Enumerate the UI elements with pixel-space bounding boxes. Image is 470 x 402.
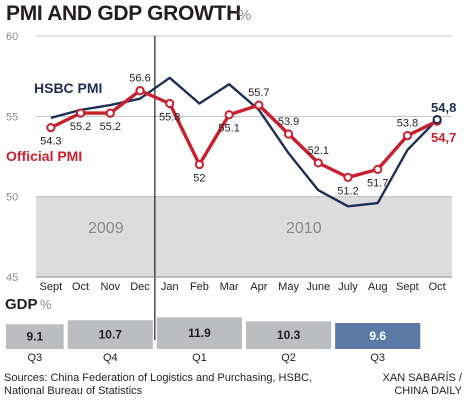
data-point-official (75, 108, 86, 118)
chart-title-unit: % (238, 7, 251, 24)
data-point-official (373, 164, 383, 174)
data-label-official: 52 (193, 173, 205, 185)
year-label-2009: 2009 (88, 220, 124, 237)
gdp-title: GDP (5, 296, 38, 313)
x-tick-label: Aug (368, 281, 388, 293)
credit-line-1: XAN SABARÍS / (382, 372, 462, 384)
y-axis-ticks: 45 50 55 60 (6, 31, 18, 284)
gdp-value-label: 9.6 (369, 329, 386, 343)
data-point-official (283, 129, 294, 139)
data-label-official: 52.1 (308, 145, 329, 157)
gdp-value-label: 10.7 (99, 328, 123, 342)
x-tick-label: June (306, 281, 330, 293)
data-point-official (224, 110, 234, 120)
gdp-value-label: 10.3 (277, 328, 301, 342)
data-label-official: 54.3 (40, 136, 61, 148)
x-axis-ticks: Sept Oct Nov Dec Jan Feb Mar Apr May June July Aug S… (40, 281, 446, 293)
data-point-official (135, 86, 145, 96)
data-point-official (254, 100, 264, 110)
end-label-official-pmi: 54,7 (431, 130, 456, 145)
y-tick-label: 55 (6, 111, 18, 123)
data-label-official: 55.8 (159, 111, 180, 123)
background-band (36, 196, 452, 277)
x-tick-label: July (338, 281, 358, 293)
data-point-official (313, 158, 323, 168)
series-points-official-pmi (46, 86, 442, 182)
series-line-official-pmi (50, 88, 438, 180)
data-point-official (105, 108, 115, 118)
gdp-bar (246, 321, 332, 349)
x-tick-label: Nov (101, 281, 121, 293)
data-label-official: 56.6 (129, 73, 150, 85)
data-label-official: 51.7 (367, 177, 388, 189)
series-labels-official-pmi: 54.3 55.2 55.2 56.6 55.8 52 55.1 55.7 53.9 52.1 51… (40, 73, 418, 198)
data-point-official (194, 159, 205, 170)
data-label-official: 53.9 (278, 116, 299, 128)
data-label-official: 55.1 (218, 123, 239, 135)
data-label-official: 55.7 (248, 87, 269, 99)
data-point-official (46, 122, 56, 133)
credit: XAN SABARÍS / CHINA DAILY (342, 372, 462, 398)
gdp-bar (67, 320, 153, 349)
data-label-official: 51.2 (337, 185, 358, 197)
data-point-official (343, 172, 353, 182)
end-label-hsbc-pmi: 54,8 (431, 100, 456, 115)
gdp-value-label: 9.1 (27, 330, 44, 344)
series-line-hsbc-pmi (50, 76, 438, 208)
gdp-bar (335, 323, 421, 349)
year-label-2010: 2010 (286, 220, 322, 237)
gdp-bar (6, 324, 64, 349)
data-point-official (402, 131, 413, 141)
gdp-quarter-label: Q3 (370, 352, 385, 364)
gdp-unit: % (40, 297, 52, 312)
data-label-official: 53.8 (397, 118, 418, 130)
data-point-official (165, 98, 175, 109)
legend-hsbc-pmi: HSBC PMI (34, 80, 102, 96)
y-tick-label: 60 (6, 31, 18, 43)
pmi-plot-area: 45 50 55 60 Sept Oct Nov Dec Jan Feb Mar Apr May Jun… (6, 31, 456, 340)
data-point-hsbc (432, 114, 442, 125)
y-gridlines (36, 35, 452, 198)
x-tick-label: Sept (396, 281, 419, 293)
source-note: Sources: China Federation of Logistics a… (4, 372, 313, 397)
data-label-official: 55.2 (100, 121, 121, 133)
gdp-quarter-label: Q4 (103, 352, 118, 364)
legend-official-pmi: Official PMI (6, 148, 82, 164)
y-tick-label: 50 (6, 192, 18, 204)
gdp-bar (156, 317, 242, 349)
x-tick-label: Apr (250, 281, 267, 293)
gdp-quarter-label: Q3 (28, 352, 43, 364)
x-tick-label: Jan (161, 281, 179, 293)
data-label-official: 55.2 (70, 121, 91, 133)
x-tick-label: Dec (130, 281, 150, 293)
x-tick-label: Sept (40, 281, 63, 293)
x-tick-label: Oct (429, 281, 446, 293)
y-tick-label: 45 (6, 272, 18, 284)
x-tick-label: Feb (190, 281, 209, 293)
x-tick-label: Mar (220, 281, 239, 293)
gdp-value-label: 11.9 (188, 326, 211, 340)
credit-line-2: CHINA DAILY (394, 385, 462, 397)
chart-title: PMI AND GDP GROWTH (6, 2, 241, 25)
x-tick-label: Oct (72, 281, 89, 293)
gdp-bars: 9.1 Q3 10.7 Q4 11.9 Q1 10.3 Q2 9.6 Q3 (6, 317, 421, 364)
gdp-quarter-label: Q1 (192, 352, 207, 364)
gdp-quarter-label: Q2 (281, 352, 296, 364)
x-tick-label: May (278, 281, 299, 293)
